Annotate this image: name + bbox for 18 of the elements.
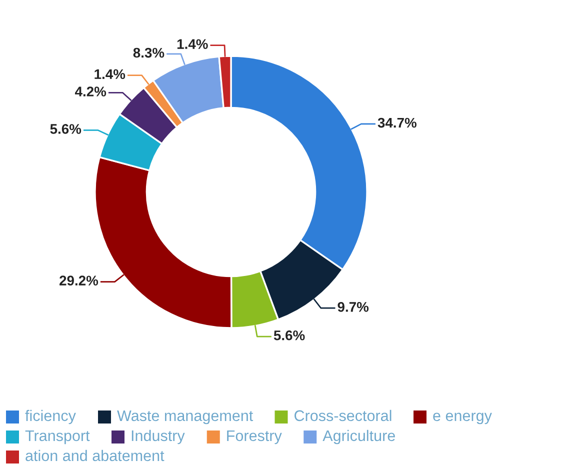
data-label: 4.2% [74,86,106,96]
legend-label: Agriculture [322,430,395,444]
data-label: 8.3% [133,48,164,58]
legend-label: Industry [132,430,185,444]
data-label: 34.7% [378,118,416,128]
legend-label: Waste management [117,410,254,424]
legend-label: ation and abatement [26,450,164,462]
legend-label: ficiency [25,410,76,424]
legend-label: e energy [433,412,492,424]
legend-label: Forestry [227,430,282,444]
legend-label: Cross-sectoral [294,410,392,422]
data-label: 5.6% [274,330,305,340]
data-label: 1.4% [94,69,126,80]
data-label: 1.4% [177,39,208,49]
data-label: 9.7% [338,302,369,312]
legend-label: Transport [25,430,90,444]
data-label: 5.6% [50,124,82,134]
data-label: 29.2% [60,276,98,286]
